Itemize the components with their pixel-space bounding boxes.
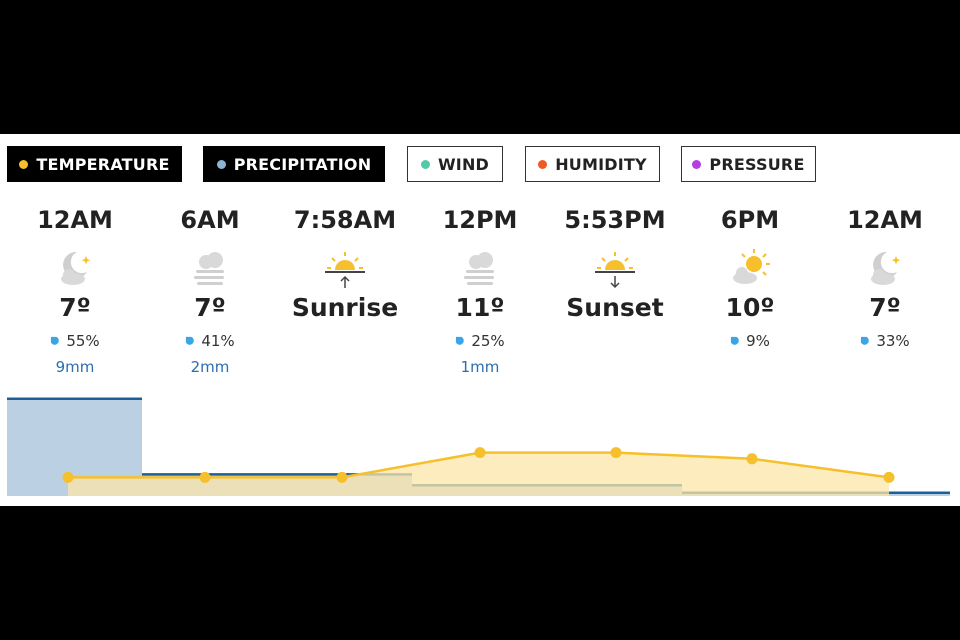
tab-pressure-label: PRESSURE <box>709 154 805 174</box>
precip-chance: 9% <box>680 328 820 354</box>
wind-dot-icon <box>420 159 430 169</box>
precip-chance: 25% <box>410 328 550 354</box>
forecast-column: 12PM 11º 25% 1mm <box>410 204 550 380</box>
temperature-point <box>610 447 622 459</box>
metric-tabs: TEMPERATURE PRECIPITATION WIND HUMIDITY … <box>0 134 960 186</box>
precip-chance-value: 55% <box>66 332 100 350</box>
tab-temperature-label: TEMPERATURE <box>36 154 170 174</box>
sunset-icon <box>545 246 685 290</box>
temperature-dot-icon <box>19 159 29 169</box>
tab-temperature[interactable]: TEMPERATURE <box>7 146 182 182</box>
tab-pressure[interactable]: PRESSURE <box>681 146 816 182</box>
tab-humidity[interactable]: HUMIDITY <box>525 146 660 182</box>
time-label: 5:53PM <box>564 206 666 234</box>
time-label: 6PM <box>720 206 780 234</box>
raindrop-icon <box>456 336 465 345</box>
raindrop-icon <box>51 336 60 345</box>
forecast-column: 6PM 10º 9% <box>680 204 820 354</box>
fog-cloud-icon <box>410 246 550 290</box>
temperature-value: 7º <box>59 293 91 322</box>
temperature-value: 11º <box>455 293 505 322</box>
temperature-point <box>474 447 486 459</box>
fog-cloud-icon <box>140 246 280 290</box>
temperature-point <box>199 471 211 483</box>
temperature-value: 7º <box>194 293 226 322</box>
precip-chance-value: 25% <box>471 332 505 350</box>
tab-precipitation[interactable]: PRECIPITATION <box>203 146 385 182</box>
temperature-point <box>62 471 74 483</box>
precip-amount: 2mm <box>190 358 230 376</box>
precip-chance: 33% <box>815 328 955 354</box>
time-label: 7:58AM <box>293 206 397 234</box>
forecast-column: 12AM 7º 55% 9mm <box>5 204 145 380</box>
time-label: 12AM <box>847 206 923 234</box>
tab-precipitation-label: PRECIPITATION <box>233 154 372 174</box>
precip-amount: 1mm <box>460 358 500 376</box>
temperature-value: 10º <box>725 293 775 322</box>
tab-wind-label: WIND <box>437 154 490 174</box>
temperature-point <box>883 471 895 483</box>
precipitation-dot-icon <box>216 159 226 169</box>
forecast-column: 7:58AM Sunrise <box>275 204 415 326</box>
raindrop-icon <box>861 336 870 345</box>
precip-chance: 41% <box>140 328 280 354</box>
sun-cloud-icon <box>680 246 820 290</box>
temperature-point <box>336 471 348 483</box>
sunset-label: Sunset <box>566 293 664 322</box>
precip-chance: 55% <box>5 328 145 354</box>
moon-cloud-icon <box>815 246 955 290</box>
precip-chance-value: 41% <box>201 332 235 350</box>
tab-humidity-label: HUMIDITY <box>555 154 647 174</box>
forecast-column: 6AM 7º 41% 2mm <box>140 204 280 380</box>
raindrop-icon <box>731 336 739 345</box>
sunrise-label: Sunrise <box>291 293 399 322</box>
forecast-panel: TEMPERATURE PRECIPITATION WIND HUMIDITY … <box>0 134 960 506</box>
sunrise-icon <box>275 246 415 290</box>
precip-amount: 9mm <box>55 358 95 376</box>
pressure-dot-icon <box>692 159 702 169</box>
humidity-dot-icon <box>538 159 548 169</box>
forecast-chart <box>7 397 950 496</box>
forecast-column: 12AM 7º 33% <box>815 204 955 354</box>
temperature-point <box>746 453 758 465</box>
time-label: 12AM <box>37 206 113 234</box>
temperature-value: 7º <box>869 293 901 322</box>
raindrop-icon <box>186 336 195 345</box>
temperature-area <box>68 452 889 496</box>
precip-chance-value: 9% <box>746 332 770 350</box>
tab-wind[interactable]: WIND <box>407 146 503 182</box>
forecast-column: 5:53PM Sunset <box>545 204 685 326</box>
precip-chance-value: 33% <box>876 332 910 350</box>
time-label: 12PM <box>442 206 518 234</box>
moon-cloud-icon <box>5 246 145 290</box>
time-label: 6AM <box>180 206 240 234</box>
